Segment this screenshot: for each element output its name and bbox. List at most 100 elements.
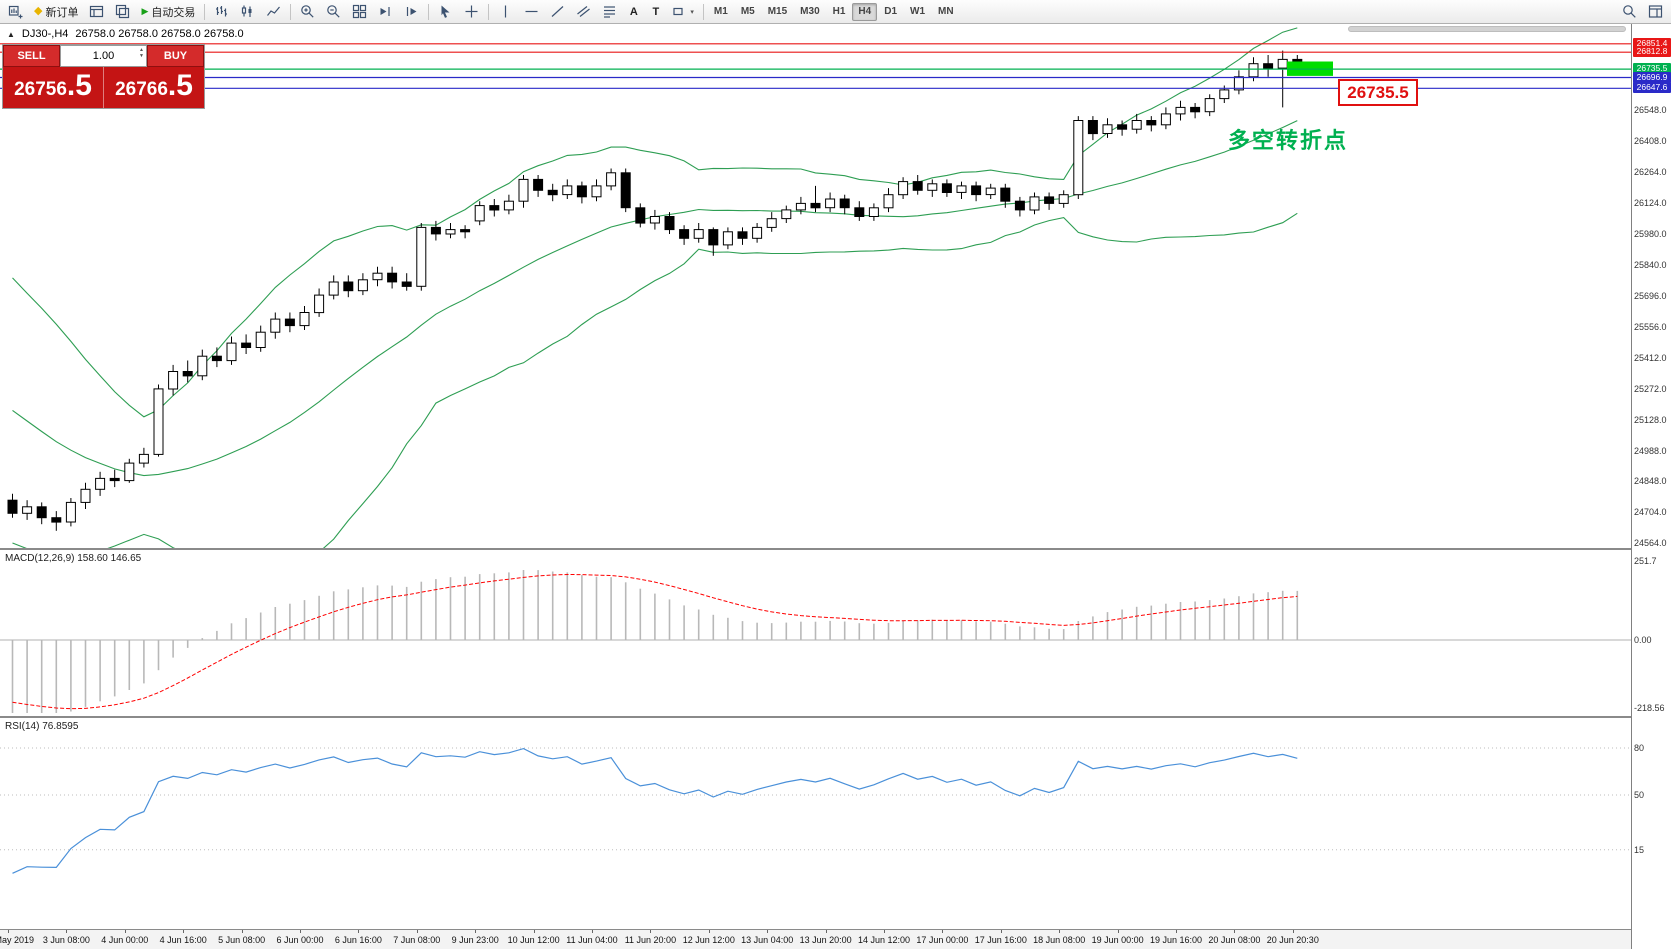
channel-icon [577,6,591,17]
sell-price-button[interactable]: 26756.5 [3,67,104,108]
new-order-label: 新订单 [45,6,79,19]
zoom-out-button[interactable] [321,2,346,22]
autoscroll-button[interactable] [373,2,398,22]
macd-tick-label: -218.56 [1634,703,1665,714]
price-tick-label: 25556.0 [1634,321,1667,332]
cursor-tool-button[interactable] [433,2,458,22]
chart-ohlc-header: ▲ DJ30-,H4 26758.0 26758.0 26758.0 26758… [7,28,244,40]
toolbar-separator [488,3,490,20]
time-tick [241,930,243,933]
text-tool-button[interactable]: A [623,2,644,22]
time-axis[interactable]: 31 May 2019 3 Jun 08:00 4 Jun 00:00 4 Jun 1… [0,929,1631,949]
time-tick [884,930,885,933]
horizontal-line-tool-button[interactable] [519,2,544,22]
panel-separator[interactable] [0,716,1671,718]
volume-value: 1.00 [92,50,115,62]
rsi-canvas[interactable] [0,718,1631,929]
date-label: 17 Jun 00:00 [916,935,969,945]
one-click-top-row: SELL 1.00 ▲ ▼ BUY [3,45,204,67]
macd-panel[interactable]: MACD(12,26,9) 158.60 146.65 [0,550,1631,716]
timeframe-H4[interactable]: H4 [852,2,878,21]
date-label: 20 Jun 20:30 [1266,935,1319,945]
price-level-tag: 26696.9 [1633,71,1671,83]
date-label: 19 Jun 00:00 [1091,935,1144,945]
time-tick [124,930,126,933]
new-chart-icon [8,5,23,19]
volume-spinner[interactable]: ▲ ▼ [139,47,144,59]
search-button[interactable] [1617,2,1642,22]
tile-windows-button[interactable] [347,2,372,22]
timeframe-W1[interactable]: W1 [904,3,931,21]
trendline-tool-button[interactable] [545,2,570,22]
profiles-icon [116,4,130,19]
timeframe-M15[interactable]: M15 [762,3,793,21]
panel-separator[interactable] [0,548,1671,550]
rsi-level-lines [0,747,1631,851]
date-label: 4 Jun 00:00 [101,935,149,945]
candles [7,50,1303,531]
timeframe-M30[interactable]: M30 [794,3,825,21]
zoom-in-button[interactable] [295,2,320,22]
autotrading-button[interactable]: ▶ 自动交易 [136,2,200,22]
candlestick-mode-button[interactable] [235,2,260,22]
date-label: 13 Jun 20:00 [799,935,852,945]
sell-button[interactable]: SELL [3,45,60,67]
price-callout-label[interactable]: 26735.5 [1338,79,1418,106]
price-tick-label: 24848.0 [1634,476,1667,486]
price-chart-canvas[interactable] [0,24,1631,548]
spinner-down-icon[interactable]: ▼ [139,52,144,59]
timeframe-M5[interactable]: M5 [735,3,761,21]
timeframe-D1[interactable]: D1 [878,3,903,21]
timeframe-M1[interactable]: M1 [708,3,734,21]
volume-field[interactable]: 1.00 ▲ ▼ [60,45,147,67]
time-tick [592,930,593,933]
bollinger-bands [12,27,1298,548]
new-order-icon: ◆ [34,5,43,17]
horizontal-level-lines[interactable] [0,43,1631,89]
time-tick [8,930,9,933]
shapes-tool-button[interactable]: ▾ [667,2,699,22]
fibonacci-tool-button[interactable] [597,2,622,22]
spinner-up-icon[interactable]: ▲ [139,47,144,53]
line-chart-mode-button[interactable] [261,2,286,22]
label-tool-button[interactable]: T [645,2,666,22]
new-order-button[interactable]: ◆ 新订单 [29,2,83,22]
main-chart-panel[interactable]: ▲ DJ30-,H4 26758.0 26758.0 26758.0 26758… [0,24,1631,548]
sell-price-frac: .5 [66,69,92,102]
rsi-panel[interactable]: RSI(14) 76.8595 [0,718,1631,929]
time-tick [1059,930,1061,933]
price-tick-label: 25272.0 [1634,383,1667,394]
price-axis[interactable]: 26548.0 26408.0 26264.0 26124.0 25980.0 25840… [1631,24,1671,949]
profiles-button[interactable] [110,2,135,22]
chart-list-button[interactable] [84,2,109,22]
macd-canvas[interactable] [0,550,1631,716]
symbol-marker-icon: ▲ [7,29,15,39]
price-tick-label: 26548.0 [1634,105,1667,115]
date-label: 3 Jun 08:00 [42,935,90,945]
vertical-line-tool-button[interactable] [493,2,518,22]
price-level-tag: 26851.4 [1633,37,1671,49]
price-tick-label: 24564.0 [1634,538,1667,548]
time-tick [825,930,827,933]
new-chart-button[interactable] [3,2,28,22]
timeframe-H1[interactable]: H1 [827,3,852,21]
buy-price-button[interactable]: 26766.5 [104,67,204,108]
horizontal-line-icon [525,10,538,13]
date-label: 11 Jun 20:00 [624,935,677,945]
chart-shift-button[interactable] [399,2,424,22]
time-tick [475,930,477,933]
rsi-tick-label: 80 [1634,743,1645,753]
crosshair-tool-button[interactable] [459,2,484,22]
channel-tool-button[interactable] [571,2,596,22]
bar-chart-mode-button[interactable] [209,2,234,22]
date-label: 12 Jun 12:00 [682,935,735,945]
time-tick [416,930,418,933]
rsi-label: RSI(14) 76.8595 [5,721,79,732]
chart-scrollbar-thumb[interactable] [1348,26,1626,32]
annotation-text-cn[interactable]: 多空转折点 [1228,128,1349,153]
workspace-button[interactable] [1643,2,1668,22]
timeframe-MN[interactable]: MN [932,3,960,21]
price-tick-label: 24988.0 [1634,445,1667,456]
buy-button[interactable]: BUY [147,45,204,67]
price-tick-label: 26124.0 [1634,197,1667,208]
